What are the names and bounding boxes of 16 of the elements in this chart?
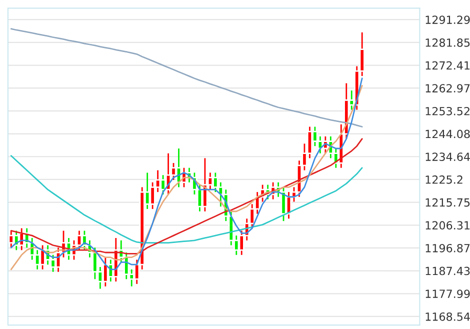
y-tick-label: 1253.52 — [426, 106, 470, 116]
y-tick-label: 1281.85 — [426, 38, 470, 47]
y-tick-label: 1187.43 — [426, 266, 470, 276]
y-tick-label: 1272.41 — [426, 61, 470, 70]
y-tick-label: 1262.97 — [426, 84, 470, 92]
y-tick-label: 1168.54 — [426, 312, 470, 321]
y-tick-label: 1177.99 — [426, 290, 470, 298]
y-tick-label: 1215.75 — [426, 198, 470, 207]
line-series — [10, 28, 363, 128]
y-tick-label: 1196.87 — [426, 244, 470, 252]
y-tick-label: 1244.08 — [426, 130, 470, 138]
y-tick-label: 1234.64 — [426, 152, 470, 162]
y-tick-label: 1206.31 — [426, 221, 470, 230]
y-tick-label: 1291.29 — [426, 16, 470, 24]
y-tick-label: 1225.2 — [426, 175, 462, 184]
line-series — [10, 155, 363, 244]
